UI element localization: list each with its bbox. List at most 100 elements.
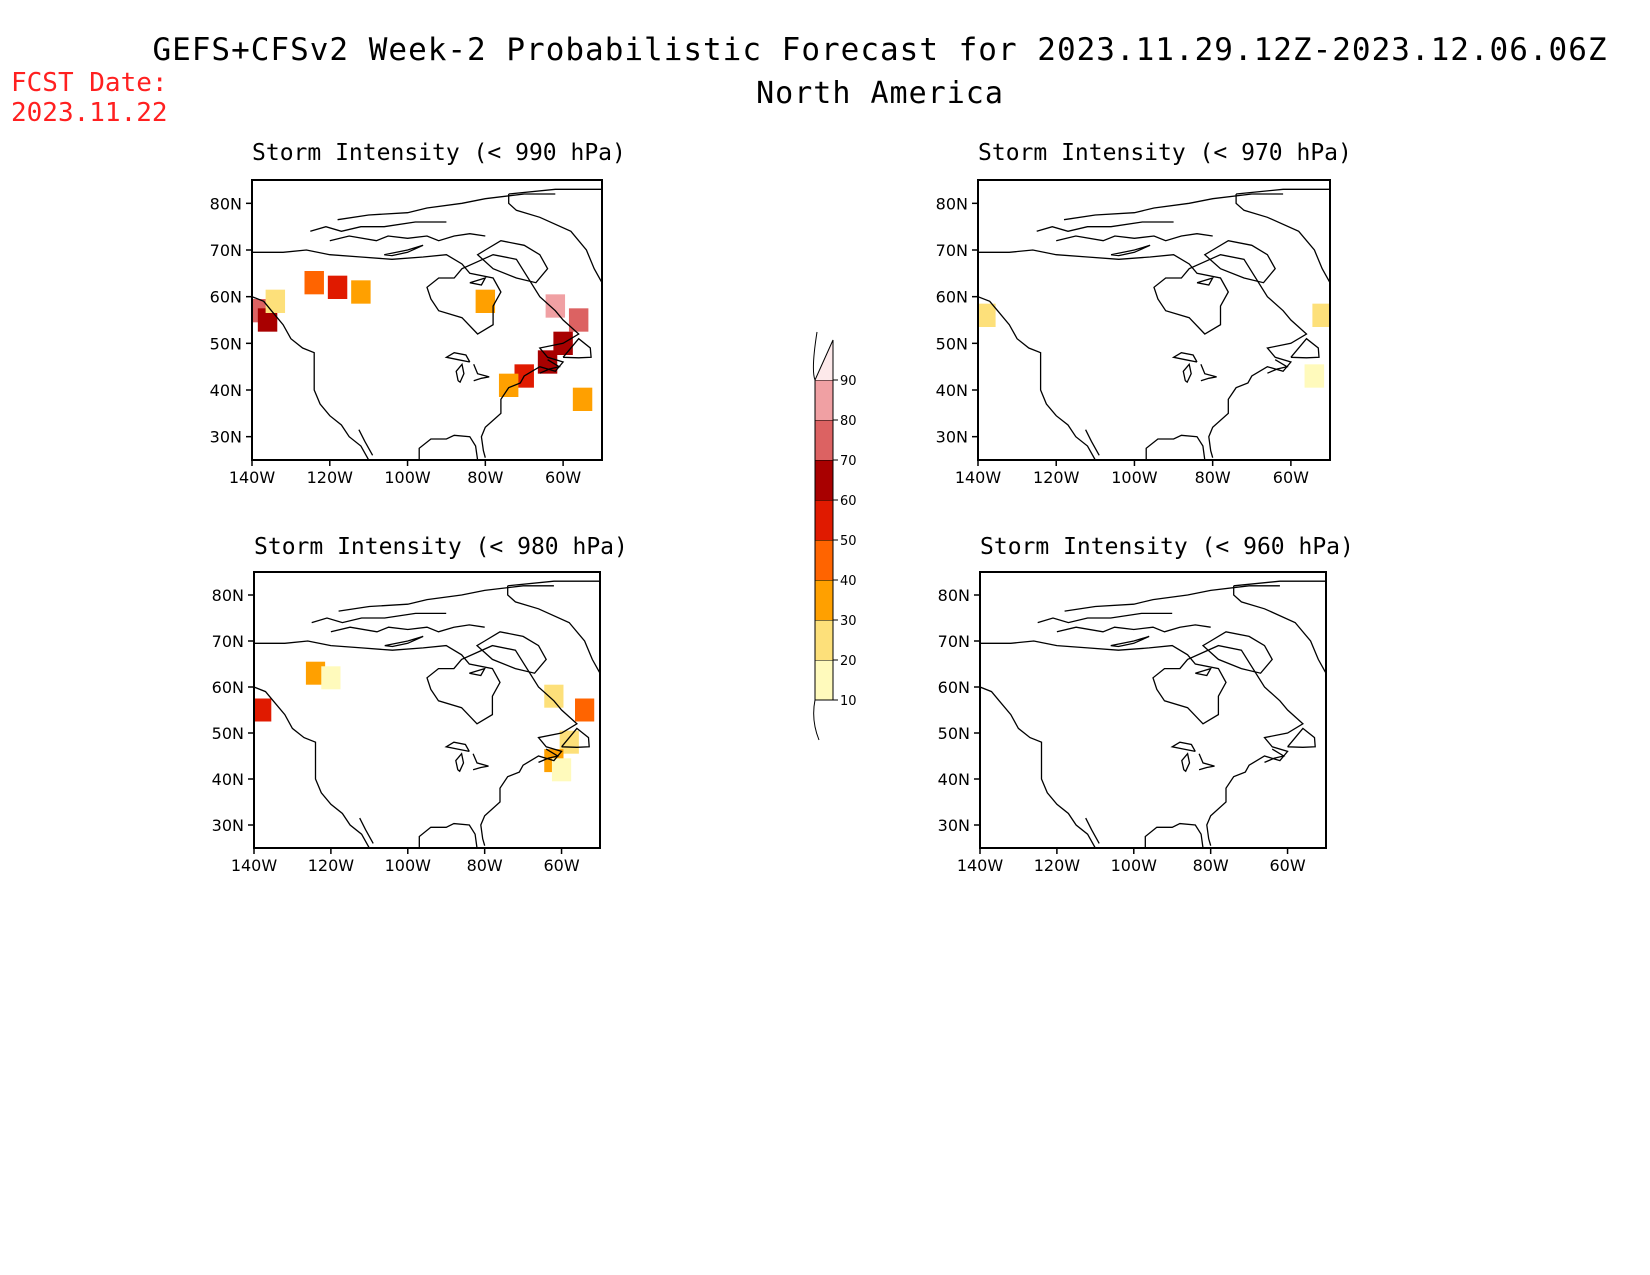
lon-tick-label: 140W (229, 468, 276, 487)
lon-tick-label: 60W (545, 468, 581, 487)
lon-tick-label: 100W (1111, 856, 1158, 875)
coastline (978, 249, 1308, 458)
panel-title-990: Storm Intensity (< 990 hPa) (252, 140, 626, 166)
lat-tick-label: 80N (938, 586, 970, 605)
colorbar-segment (815, 620, 833, 660)
coastline (418, 822, 478, 848)
coastline (1203, 240, 1276, 284)
coastline (1195, 667, 1213, 677)
coastline (444, 741, 470, 753)
coastline (476, 240, 549, 284)
coastline (359, 817, 374, 844)
panel-title-970: Storm Intensity (< 970 hPa) (978, 140, 1352, 166)
coastline (469, 276, 487, 286)
colorbar-label: 70 (840, 454, 857, 469)
lon-tick-label: 60W (1269, 856, 1305, 875)
lat-tick-label: 70N (936, 241, 968, 260)
lat-tick-label: 60N (212, 678, 244, 697)
coastline (1145, 434, 1206, 460)
coastline (1196, 276, 1215, 286)
lat-tick-label: 80N (210, 194, 242, 213)
probability-cell (1304, 364, 1325, 388)
coastline (1110, 244, 1151, 257)
lon-tick-label: 120W (1034, 856, 1081, 875)
colorbar-segment (815, 660, 833, 700)
probability-cell (572, 387, 593, 411)
coastline (1085, 817, 1100, 844)
probability-cell (327, 275, 348, 299)
lon-tick-label: 80W (467, 856, 503, 875)
coastline (1264, 748, 1286, 763)
coastline (330, 624, 485, 633)
lat-tick-label: 80N (212, 586, 244, 605)
coastline (1170, 741, 1196, 753)
map-panel-960: 80N 70N 60N 50N 40N 30N 140W 120W 100W 80W 60W (938, 571, 1327, 875)
lat-tick-label: 70N (210, 241, 242, 260)
probability-cell (254, 698, 272, 722)
coastline (1110, 635, 1150, 648)
lon-tick-label: 120W (1033, 468, 1080, 487)
probability-cell (1312, 303, 1330, 327)
coastline (1064, 585, 1280, 612)
probability-cell (559, 730, 579, 754)
coastline (473, 364, 490, 382)
lat-tick-label: 30N (936, 428, 968, 447)
lat-tick-label: 50N (212, 724, 244, 743)
lat-tick-label: 40N (938, 770, 970, 789)
probability-cell (978, 303, 996, 327)
coastline (1198, 753, 1215, 771)
coastline (384, 635, 424, 648)
colorbar-segment (815, 500, 833, 540)
map-frame (253, 571, 601, 849)
lat-tick-label: 60N (210, 288, 242, 307)
coastline (252, 296, 370, 460)
coastline (469, 667, 487, 677)
coastline (538, 748, 560, 763)
lon-tick-label: 120W (307, 468, 354, 487)
lat-tick-label: 60N (936, 288, 968, 307)
lat-tick-label: 80N (936, 194, 968, 213)
coastline (1201, 631, 1273, 674)
coastline (978, 296, 1096, 460)
lat-tick-label: 30N (210, 428, 242, 447)
probability-cell (545, 294, 566, 318)
colorbar-label: 90 (840, 374, 857, 389)
coastline (418, 434, 479, 460)
coastline (329, 233, 486, 242)
lon-tick-label: 60W (1273, 468, 1309, 487)
coastline (252, 249, 580, 458)
coastline (1290, 337, 1320, 359)
coastline (1037, 612, 1173, 624)
colorbar-label: 10 (840, 694, 857, 709)
lat-tick-label: 70N (938, 632, 970, 651)
probability-cell (304, 271, 324, 295)
map-frame (251, 179, 603, 461)
fcst-date-value: 2023.11.22 (11, 98, 168, 128)
colorbar-segment (815, 380, 833, 420)
coastline (539, 359, 561, 374)
lat-tick-label: 40N (210, 381, 242, 400)
lat-tick-label: 70N (212, 632, 244, 651)
lat-tick-label: 40N (212, 770, 244, 789)
colorbar-segment (815, 420, 833, 460)
lat-tick-label: 30N (212, 816, 244, 835)
coastline (455, 752, 465, 773)
colorbar-segment (815, 540, 833, 580)
colorbar-label: 80 (840, 414, 857, 429)
coastline (1181, 752, 1191, 773)
colorbar-label: 60 (840, 494, 857, 509)
coastline (444, 352, 471, 363)
colorbar-label: 30 (840, 614, 857, 629)
coastline (1056, 624, 1211, 633)
coastline (1063, 193, 1284, 221)
coastline (562, 337, 592, 359)
coastline (980, 686, 1096, 848)
panel-title-960: Storm Intensity (< 960 hPa) (980, 534, 1354, 560)
coastline (508, 188, 602, 284)
probability-cell (544, 684, 564, 708)
coastline (384, 244, 424, 257)
lon-tick-label: 140W (231, 856, 278, 875)
probability-cell (475, 289, 496, 313)
coastline (561, 727, 590, 748)
region-subtitle: North America (756, 76, 1004, 111)
